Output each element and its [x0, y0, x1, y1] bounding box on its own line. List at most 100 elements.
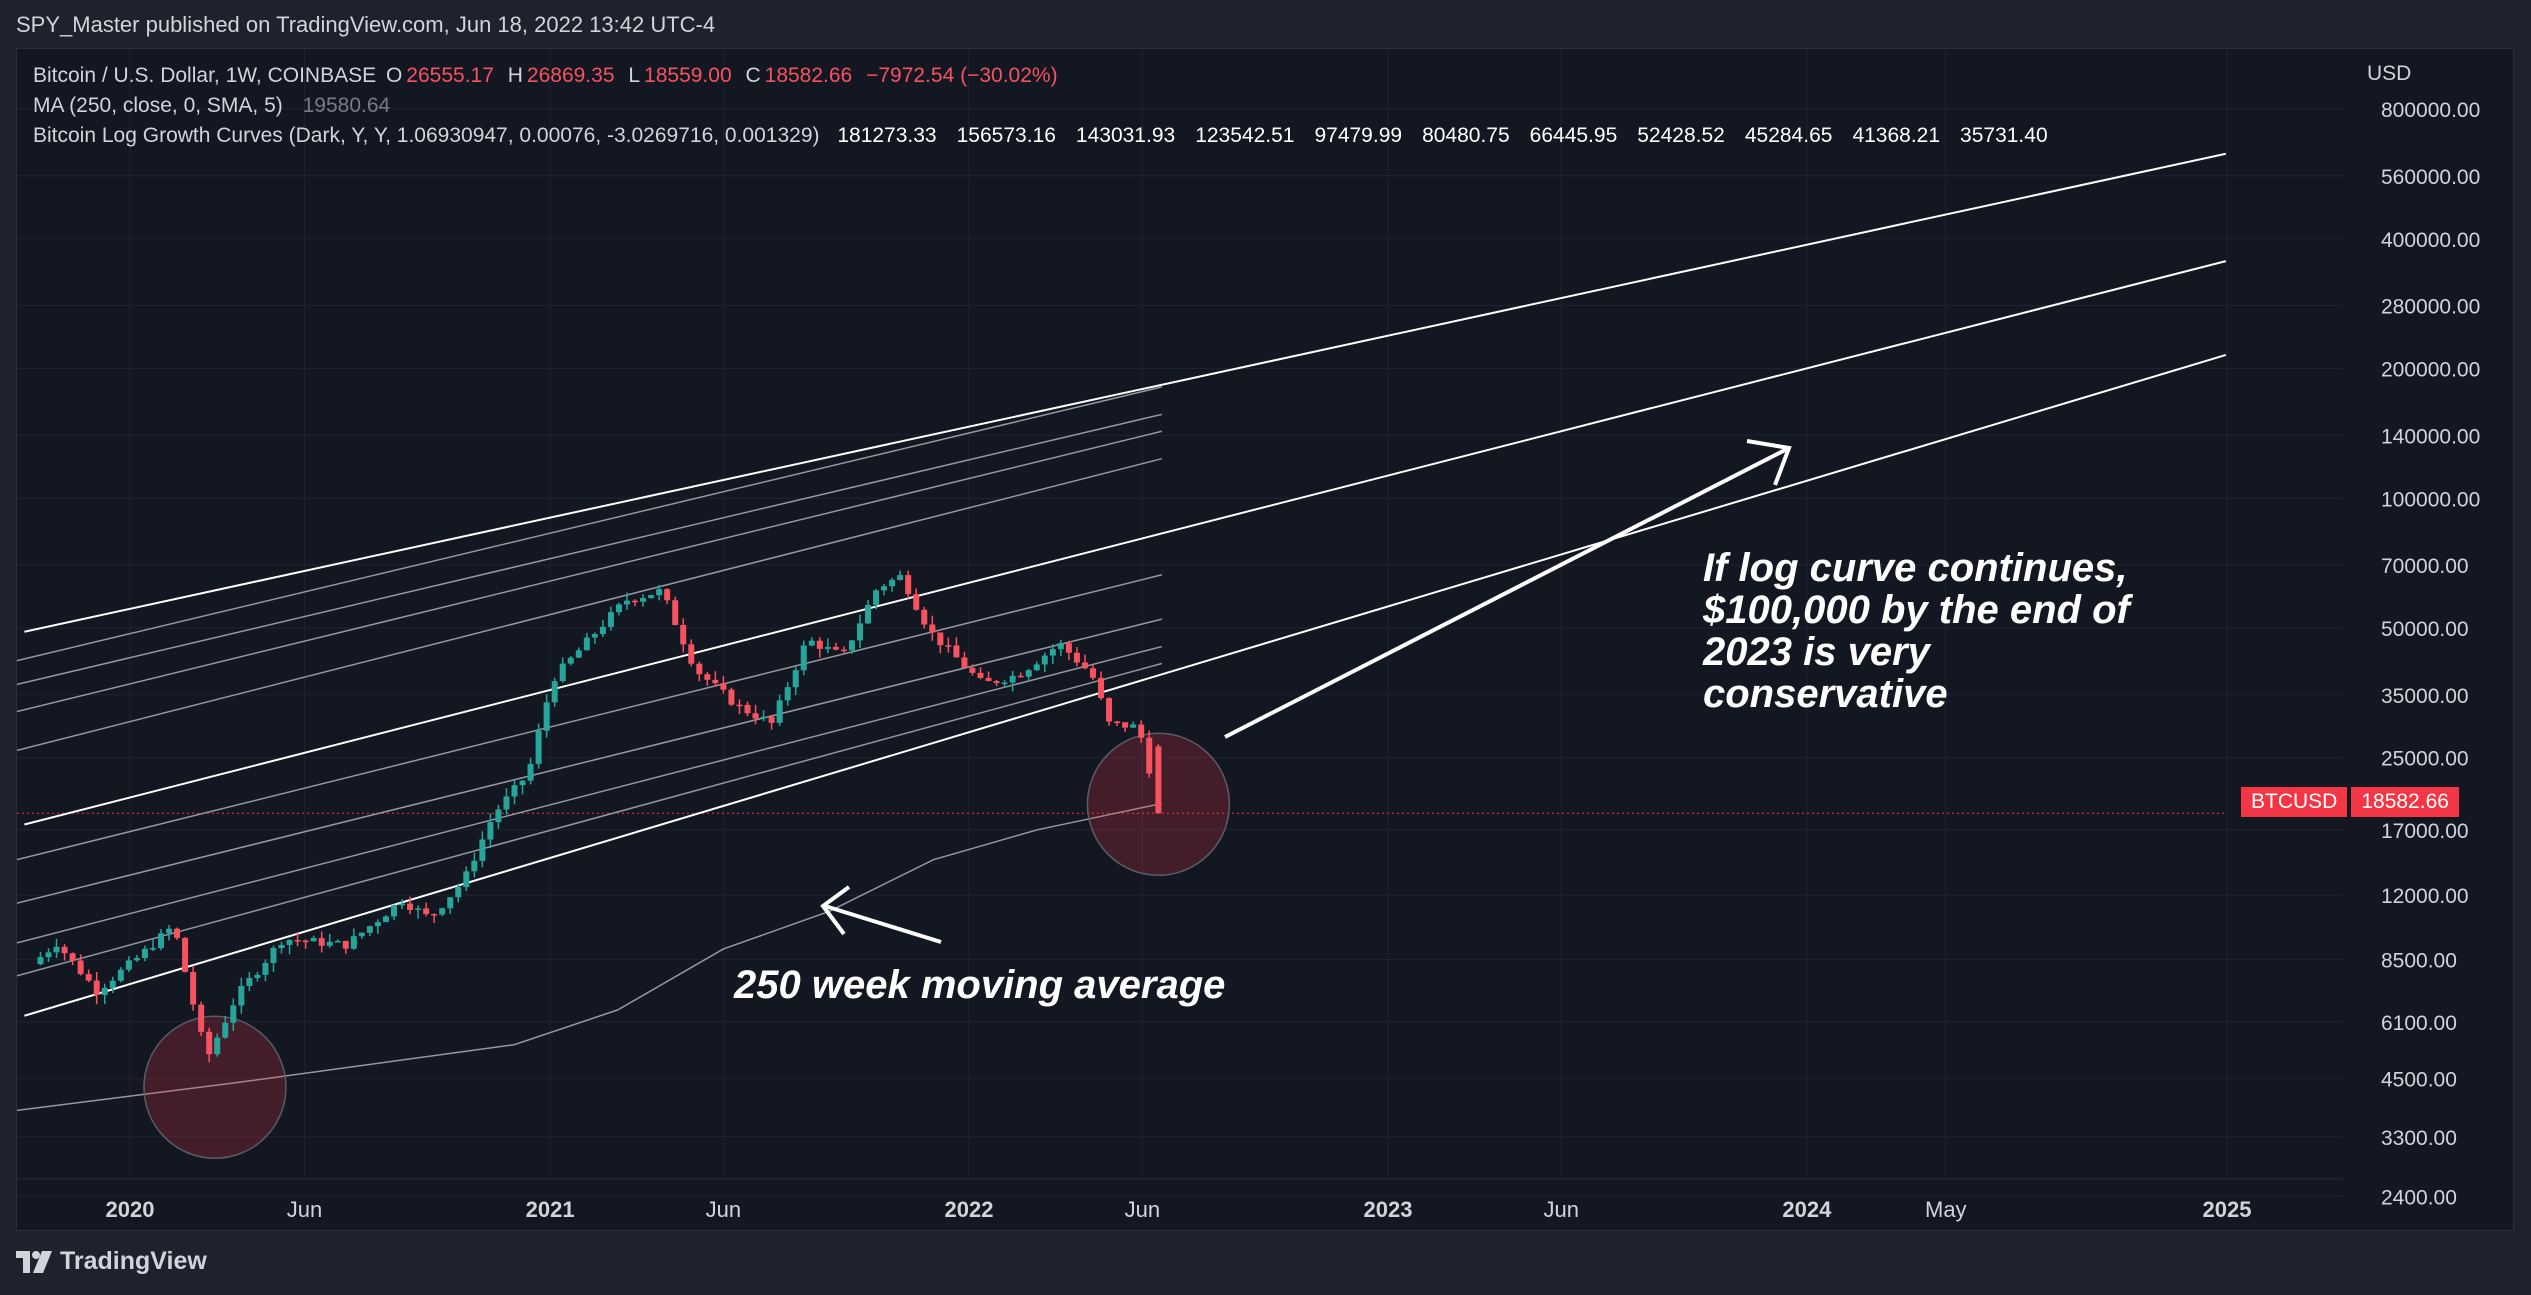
candle-body — [808, 640, 815, 646]
candle-body — [921, 609, 928, 625]
arrow-head — [1746, 439, 1792, 486]
candle-body — [583, 637, 590, 651]
candle-body — [865, 604, 872, 624]
candle-body — [816, 640, 823, 649]
y-tick-label: 400000.00 — [2381, 229, 2480, 252]
arrow-head — [820, 885, 851, 936]
candle-body — [881, 586, 888, 591]
candle-body — [599, 626, 606, 635]
candle-body — [776, 700, 783, 723]
legend-change: −7972.54 (−30.02%) — [866, 64, 1058, 87]
candle-body — [45, 952, 52, 958]
footer: TradingView — [0, 1231, 2531, 1295]
candle-body — [230, 1005, 237, 1023]
legend-ma-label: MA (250, close, 0, SMA, 5) — [33, 94, 283, 117]
candle-body — [270, 948, 277, 963]
candle-body — [1130, 724, 1137, 728]
x-tick-label: Jun — [1125, 1197, 1160, 1222]
candle-body — [117, 969, 124, 981]
y-tick-label: 50000.00 — [2381, 618, 2469, 641]
growth-curve-faint-line — [17, 457, 1163, 752]
brand-name: TradingView — [60, 1247, 207, 1275]
legend-low: 18559.00 — [644, 64, 732, 87]
candle-body — [37, 957, 44, 965]
legend-curve-value: 143031.93 — [1075, 124, 1176, 147]
candle-body — [77, 960, 84, 975]
tradingview-logo[interactable]: TradingView — [16, 1247, 207, 1276]
legend-c-label: C — [745, 64, 761, 87]
y-tick-label: 3300.00 — [2381, 1127, 2457, 1150]
candle-body — [423, 908, 430, 915]
candle-body — [190, 972, 197, 1005]
candle-body — [1041, 655, 1048, 665]
published-info: SPY_Master published on TradingView.com,… — [16, 12, 716, 37]
candle-body — [1138, 724, 1145, 738]
tradingview-logo-icon — [16, 1250, 52, 1273]
candle-body — [632, 600, 639, 603]
arrow-shaft — [824, 904, 942, 944]
candle-body — [318, 938, 325, 946]
candle-body — [166, 928, 173, 934]
candle-body — [720, 683, 727, 690]
legend-curves: Bitcoin Log Growth Curves (Dark, Y, Y, 1… — [33, 124, 2072, 148]
candle-body — [929, 624, 936, 633]
y-tick-label: 35000.00 — [2381, 685, 2469, 708]
candle-body — [640, 597, 647, 602]
growth-curve-line — [24, 152, 2227, 633]
candle-body — [1025, 670, 1032, 677]
legend-ma-value: 19580.64 — [302, 94, 391, 117]
candle-body — [680, 624, 687, 645]
top-bar: SPY_Master published on TradingView.com,… — [0, 0, 2531, 48]
candle-body — [648, 595, 655, 598]
candle-body — [832, 646, 839, 650]
legend-curves-values: 181273.33 156573.16 143031.93 123542.51 9747… — [837, 124, 2067, 147]
candle-body — [856, 623, 863, 641]
growth-curve-faint-line — [17, 618, 1163, 904]
candle-body — [519, 780, 526, 786]
candle-body — [744, 704, 751, 714]
candle-body — [302, 940, 309, 943]
annotation-line: 2023 is very — [1703, 630, 1930, 674]
candle-body — [390, 905, 397, 917]
candle-body — [1033, 664, 1040, 671]
legend-curves-label: Bitcoin Log Growth Curves (Dark, Y, Y, 1… — [33, 124, 820, 147]
moving-average — [17, 802, 1163, 1112]
candle-body — [101, 987, 108, 996]
candle-body — [792, 670, 799, 688]
currency-label: USD — [2367, 62, 2412, 85]
candle-body — [1122, 722, 1129, 728]
candle-body — [913, 594, 920, 610]
candle-body — [174, 928, 181, 938]
chart-area[interactable]: 800000.00 560000.00 400000.00 280000.00 2000… — [16, 48, 2514, 1231]
candle-body — [1081, 662, 1088, 669]
price-tag-symbol: BTCUSD — [2241, 787, 2348, 817]
candle-body — [455, 887, 462, 898]
x-tick-label: 2024 — [1782, 1197, 1832, 1222]
candle-body — [407, 903, 414, 910]
candle-body — [1146, 737, 1153, 774]
price-axis: 800000.00 560000.00 400000.00 280000.00 2000… — [2381, 99, 2480, 1209]
candle-body — [937, 632, 944, 646]
growth-curve-faint-line — [17, 413, 1163, 686]
candle-body — [366, 926, 373, 933]
legend-l-label: L — [628, 64, 641, 87]
candle-body — [334, 940, 341, 943]
arrows — [820, 439, 1792, 944]
legend-h-label: H — [507, 64, 523, 87]
candle-body — [85, 974, 92, 981]
y-tick-label: 200000.00 — [2381, 359, 2480, 382]
candle-body — [752, 713, 759, 719]
y-tick-label: 140000.00 — [2381, 425, 2480, 448]
candle-body — [623, 600, 630, 605]
candle-body — [824, 646, 831, 649]
price-chart[interactable]: 800000.00 560000.00 400000.00 280000.00 2000… — [17, 49, 2514, 1231]
candle-body — [93, 980, 100, 996]
legend-ohlc: Bitcoin / U.S. Dollar, 1W, COINBASE O 265… — [33, 64, 1062, 88]
candle-body — [1065, 643, 1072, 653]
growth-curve-line — [24, 260, 2227, 826]
y-tick-label: 12000.00 — [2381, 885, 2469, 908]
x-tick-label: Jun — [1544, 1197, 1579, 1222]
candle-body — [511, 785, 518, 797]
candle-body — [246, 977, 253, 986]
x-tick-label: 2025 — [2203, 1197, 2252, 1222]
